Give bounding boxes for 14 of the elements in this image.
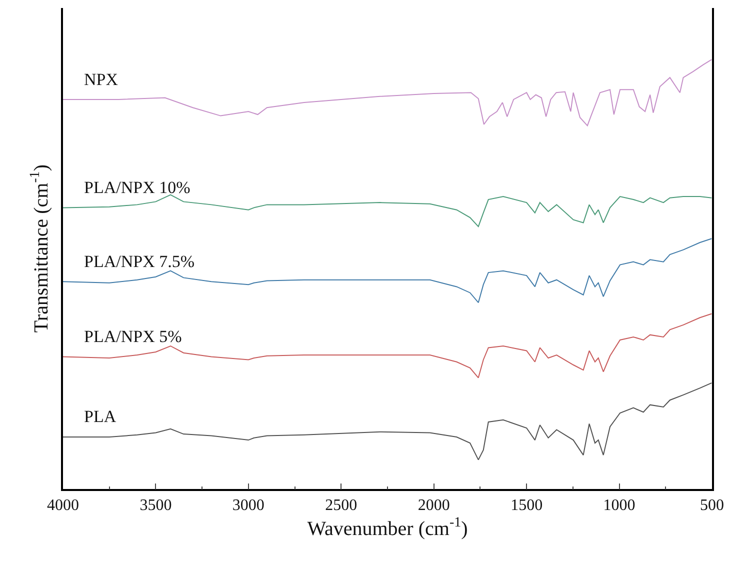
x-tick-label: 3500 bbox=[140, 496, 172, 514]
x-axis-title: Wavenumber (cm$^{-1}$) bbox=[307, 516, 468, 540]
x-tick-label: 4000 bbox=[47, 496, 79, 514]
x-tick-label: 2000 bbox=[418, 496, 450, 514]
x-tick-label: 3000 bbox=[232, 496, 264, 514]
series-label: PLA/NPX 7.5% bbox=[84, 252, 195, 271]
series-label: NPX bbox=[84, 70, 118, 89]
series-label: PLA/NPX 5% bbox=[84, 327, 182, 346]
x-tick-label: 500 bbox=[700, 496, 724, 514]
x-tick-label: 2500 bbox=[325, 496, 358, 514]
series-label: PLA bbox=[84, 407, 117, 426]
x-tick-label: 1000 bbox=[603, 496, 636, 514]
series-label: PLA/NPX 10% bbox=[84, 178, 190, 197]
x-tick-label: 1500 bbox=[510, 496, 543, 514]
